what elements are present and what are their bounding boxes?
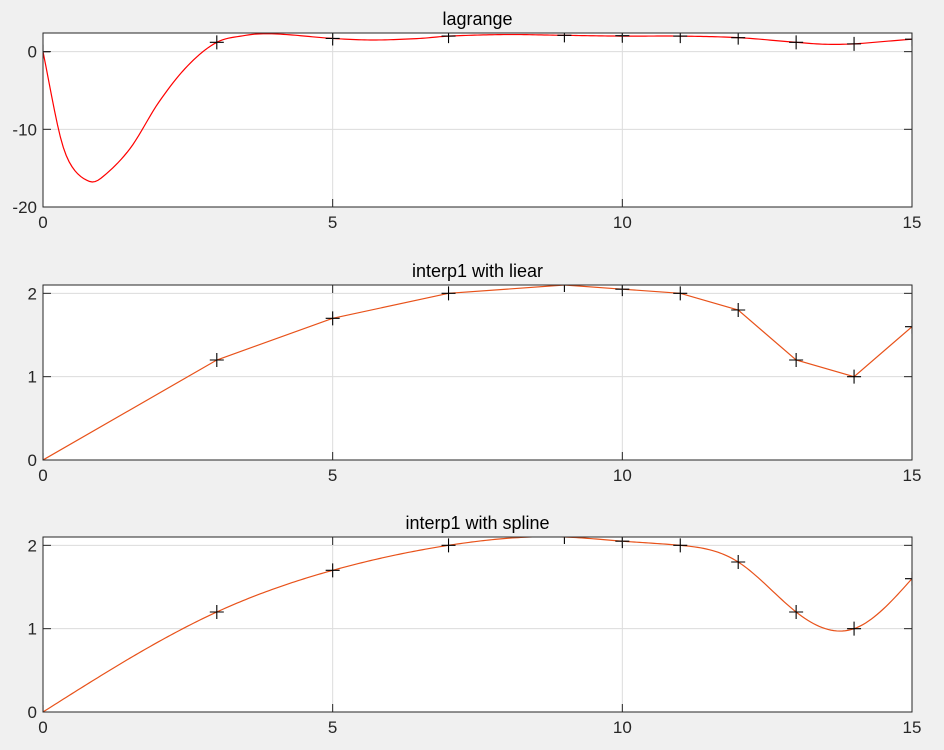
y-tick-label: 1 [28,368,37,387]
subplot-interp1-spline: 0 5 10 15 0 1 2 interp1 with spline [28,513,922,737]
subplot-lagrange: 0 5 10 15 -20 -10 0 lagrange [12,9,921,232]
x-tick-label: 0 [38,466,47,485]
y-tick-label: 0 [28,43,37,62]
series-line [43,33,912,183]
x-tick-label: 10 [613,718,632,737]
data-point-marker [441,538,456,553]
axes-box [42,284,913,461]
data-point-marker [673,33,688,44]
plot-title: lagrange [442,9,512,29]
axes-background [43,33,912,207]
plot-title: interp1 with liear [412,261,543,281]
x-tick-label: 15 [903,466,922,485]
data-point-marker [847,36,862,51]
data-point-marker [557,537,572,544]
y-tick-label: 0 [28,451,37,470]
data-point-marker [731,555,746,569]
plot-area [43,537,912,712]
x-tick-label: 5 [328,466,337,485]
data-point-marker [673,538,688,553]
x-tick-label: 10 [613,213,632,232]
data-point-marker [209,353,224,367]
y-tick-label: -10 [12,120,37,139]
y-tick-label: -20 [12,198,37,217]
data-point-marker [789,35,804,50]
data-point-marker [789,353,804,367]
axes-box [42,536,913,713]
x-tick-label: 5 [328,213,337,232]
data-point-marker [789,605,804,619]
data-point-marker [847,621,862,636]
subplot-interp1-linear: 0 5 10 15 0 1 2 interp1 with liear [28,261,922,485]
data-point-marker [209,35,224,50]
series-line [43,537,912,712]
axes-box [42,32,913,208]
x-tick-label: 10 [613,466,632,485]
data-point-marker [557,33,572,43]
data-point-marker [325,563,340,578]
x-tick-label: 15 [903,718,922,737]
data-point-marker [673,286,688,301]
x-tick-label: 15 [903,213,922,232]
data-point-marker [441,286,456,301]
data-point-marker [557,285,572,292]
plot-title: interp1 with spline [405,513,549,533]
x-tick-label: 0 [38,213,47,232]
data-point-marker [905,319,912,334]
data-point-marker [905,571,912,586]
data-point-marker [731,33,746,45]
y-tick-label: 2 [28,284,37,303]
x-tick-label: 5 [328,718,337,737]
axes-background [43,537,912,712]
y-tick-label: 1 [28,620,37,639]
data-point-marker [209,605,224,619]
data-point-marker [441,33,456,44]
y-tick-label: 2 [28,536,37,555]
data-point-marker [905,33,912,47]
data-point-marker [731,303,746,317]
y-tick-label: 0 [28,703,37,722]
data-point-marker [325,311,340,326]
axes-background [43,285,912,460]
x-tick-label: 0 [38,718,47,737]
data-point-marker [847,369,862,384]
